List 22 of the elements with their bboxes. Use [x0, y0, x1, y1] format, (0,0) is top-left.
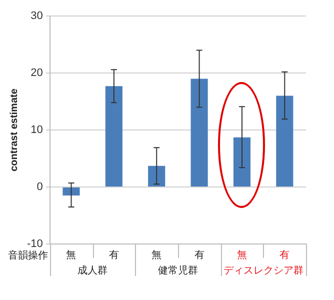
y-tick-label: -10	[26, 238, 43, 250]
text: 健常児群	[158, 264, 198, 277]
y-tick-label: 30	[30, 10, 43, 22]
y-axis-title: contrast estimate	[8, 88, 20, 172]
x-tick-label: 有	[280, 248, 290, 261]
y-tick-label: 20	[30, 67, 43, 80]
bar	[62, 188, 80, 196]
bar	[148, 166, 166, 186]
bar	[276, 96, 294, 186]
bar	[233, 137, 251, 186]
x-tick-label: 無	[152, 248, 162, 261]
y-tick-label: 10	[30, 124, 43, 136]
text: ディスレクシア群	[223, 264, 304, 277]
x-tick-label: 有	[194, 248, 204, 261]
x-tick-label: 無	[66, 248, 76, 261]
bar	[190, 78, 208, 186]
x-tick-label: 有	[108, 248, 119, 261]
text: 成人群	[78, 264, 108, 277]
x-tick-label: 無	[236, 248, 247, 261]
bar	[105, 86, 122, 186]
y-tick-label: 0	[36, 181, 43, 194]
text: 音韻操作	[8, 250, 48, 262]
